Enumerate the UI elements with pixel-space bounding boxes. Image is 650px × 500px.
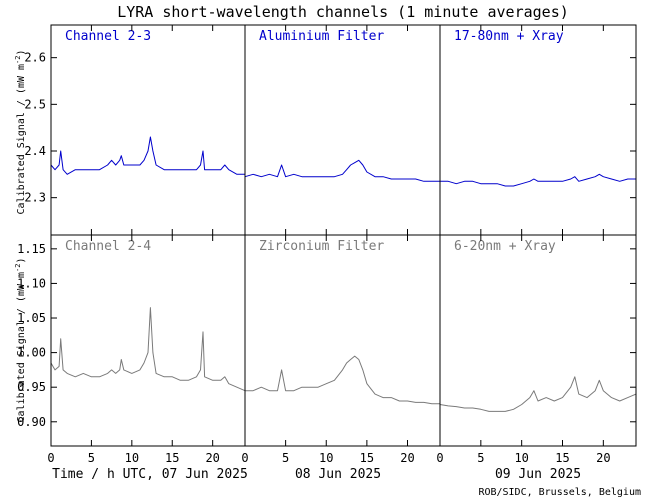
x-tick-label: 15: [360, 451, 374, 465]
x-tick-label: 5: [477, 451, 484, 465]
y-label-exponent: -2: [14, 56, 22, 64]
svg-text:Calibrated Signal / (mW m-2): Calibrated Signal / (mW m-2): [14, 258, 27, 423]
x-tick-label: 0: [436, 451, 443, 465]
panel-label: Aluminium Filter: [259, 29, 384, 44]
y-label-main: Calibrated Signal / (mW m: [16, 272, 27, 423]
credit-text: ROB/SIDC, Brussels, Belgium: [478, 487, 641, 498]
x-tick-label: 5: [282, 451, 289, 465]
series-line-bottom-1: [50, 307, 246, 392]
y-tick-label: 1.10: [17, 276, 46, 290]
chart-title: LYRA short-wavelength channels (1 minute…: [117, 3, 569, 21]
x-tick-label: 0: [47, 451, 54, 465]
x-tick-label: 20: [596, 451, 610, 465]
y-label-close: ): [16, 50, 27, 56]
series-line-top-3: [440, 173, 636, 187]
y-label-exponent: -2: [14, 264, 22, 272]
x-tick-label: 5: [88, 451, 95, 465]
series-line-bottom-3: [439, 376, 637, 412]
y-tick-label: 1.05: [17, 311, 46, 325]
panel-label: 17-80nm + Xray: [454, 29, 564, 44]
y-tick-label: 2.4: [24, 144, 46, 158]
y-tick-label: 2.6: [24, 51, 46, 65]
y-label-close: ): [16, 258, 27, 264]
y-tick-label: 1.00: [17, 346, 46, 360]
x-tick-label: 20: [205, 451, 219, 465]
series-line-bottom-2: [245, 355, 440, 405]
series-line-top-2: [244, 159, 440, 182]
y-tick-label: 2.3: [24, 191, 46, 205]
x-day-label-3: 09 Jun 2025: [495, 467, 581, 482]
x-day-label-1: Time / h UTC, 07 Jun 2025: [52, 467, 248, 482]
x-tick-label: 15: [165, 451, 179, 465]
y-axis-label-top: Calibrated Signal / (mW m-2): [14, 50, 27, 215]
y-tick-label: 2.5: [24, 97, 46, 111]
panel-label: 6-20nm + Xray: [454, 239, 556, 254]
x-tick-label: 10: [319, 451, 333, 465]
svg-text:Calibrated Signal / (mW m-2): Calibrated Signal / (mW m-2): [14, 50, 27, 215]
x-tick-label: 15: [555, 451, 569, 465]
series-line-top-1: [50, 136, 245, 175]
panel-label: Channel 2-3: [65, 29, 151, 44]
x-tick-label: 0: [241, 451, 248, 465]
y-tick-label: 0.90: [17, 415, 46, 429]
x-tick-label: 10: [125, 451, 139, 465]
y-axis-label-bottom: Calibrated Signal / (mW m-2): [14, 258, 27, 423]
panel-label: Channel 2-4: [65, 239, 151, 254]
y-label-main: Calibrated Signal / (mW m: [16, 64, 27, 215]
x-day-label-2: 08 Jun 2025: [295, 467, 381, 482]
y-tick-label: 1.15: [17, 242, 46, 256]
y-tick-label: 0.95: [17, 380, 46, 394]
panel-label: Zirconium Filter: [259, 239, 384, 254]
x-tick-label: 20: [400, 451, 414, 465]
x-tick-label: 10: [514, 451, 528, 465]
